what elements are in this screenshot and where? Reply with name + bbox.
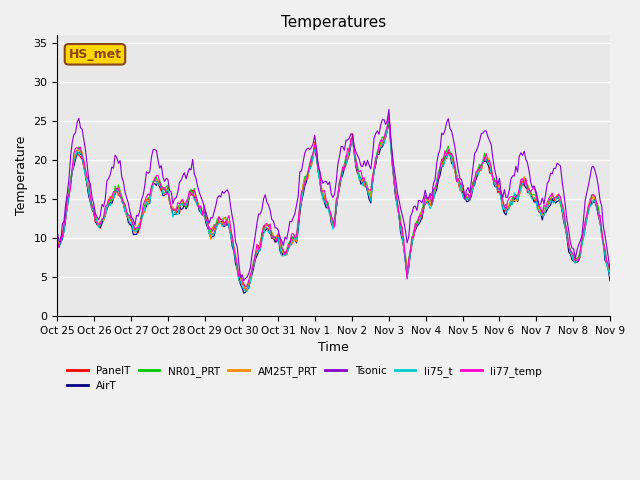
AirT <box>54 244 61 250</box>
li75_t <box>60 228 68 234</box>
Tsonic <box>365 162 373 168</box>
AM25T_PRT <box>175 205 183 211</box>
PanelT <box>385 115 393 121</box>
AirT <box>60 228 68 234</box>
PanelT <box>509 196 516 202</box>
li77_temp <box>241 284 249 289</box>
li75_t <box>54 241 61 247</box>
Tsonic <box>509 173 516 179</box>
PanelT <box>241 288 249 294</box>
AM25T_PRT <box>60 220 68 226</box>
AirT <box>365 197 373 203</box>
AM25T_PRT <box>54 238 61 244</box>
Line: AM25T_PRT: AM25T_PRT <box>58 114 610 291</box>
Y-axis label: Temperature: Temperature <box>15 136 28 216</box>
Line: Tsonic: Tsonic <box>58 109 610 280</box>
Tsonic <box>175 180 183 185</box>
NR01_PRT <box>218 216 226 222</box>
Title: Temperatures: Temperatures <box>281 15 387 30</box>
PanelT <box>175 211 183 217</box>
AirT <box>175 205 183 211</box>
li75_t <box>365 193 373 199</box>
li75_t <box>218 223 226 229</box>
AM25T_PRT <box>606 269 614 275</box>
Line: li75_t: li75_t <box>58 117 610 291</box>
AirT <box>218 218 226 224</box>
AM25T_PRT <box>385 111 393 117</box>
NR01_PRT <box>241 284 249 290</box>
NR01_PRT <box>385 115 393 121</box>
Line: li77_temp: li77_temp <box>58 116 610 287</box>
li75_t <box>509 202 516 208</box>
li75_t <box>515 192 523 197</box>
PanelT <box>365 195 373 201</box>
NR01_PRT <box>60 225 68 231</box>
Line: PanelT: PanelT <box>58 118 610 291</box>
Tsonic <box>515 154 523 159</box>
AirT <box>509 198 516 204</box>
li75_t <box>606 274 614 279</box>
li75_t <box>385 114 393 120</box>
Tsonic <box>54 230 61 236</box>
NR01_PRT <box>365 192 373 198</box>
Line: NR01_PRT: NR01_PRT <box>58 118 610 287</box>
li77_temp <box>515 186 523 192</box>
li75_t <box>175 204 183 210</box>
AM25T_PRT <box>509 198 516 204</box>
AirT <box>606 278 614 284</box>
Tsonic <box>606 265 614 271</box>
NR01_PRT <box>54 240 61 245</box>
PanelT <box>218 223 226 229</box>
li77_temp <box>365 187 373 192</box>
li77_temp <box>175 201 183 206</box>
PanelT <box>54 240 61 246</box>
Text: HS_met: HS_met <box>68 48 122 61</box>
li77_temp <box>218 217 226 223</box>
AM25T_PRT <box>218 220 226 226</box>
X-axis label: Time: Time <box>318 341 349 354</box>
li77_temp <box>54 239 61 245</box>
li77_temp <box>60 222 68 228</box>
NR01_PRT <box>606 269 614 275</box>
Legend: PanelT, AirT, NR01_PRT, AM25T_PRT, Tsonic, li75_t, li77_temp: PanelT, AirT, NR01_PRT, AM25T_PRT, Tsoni… <box>63 361 546 395</box>
PanelT <box>515 190 523 196</box>
AirT <box>240 290 248 296</box>
li77_temp <box>509 193 516 199</box>
AirT <box>385 119 393 124</box>
Tsonic <box>385 107 393 112</box>
NR01_PRT <box>175 202 183 208</box>
NR01_PRT <box>509 195 516 201</box>
Tsonic <box>240 277 248 283</box>
PanelT <box>606 273 614 278</box>
Tsonic <box>60 218 68 224</box>
PanelT <box>60 226 68 232</box>
AirT <box>515 192 523 198</box>
AM25T_PRT <box>515 192 523 198</box>
li77_temp <box>385 113 393 119</box>
AM25T_PRT <box>365 190 373 195</box>
Line: AirT: AirT <box>58 121 610 293</box>
li75_t <box>243 288 251 294</box>
Tsonic <box>218 189 226 194</box>
NR01_PRT <box>515 191 523 196</box>
li77_temp <box>606 267 614 273</box>
AM25T_PRT <box>243 288 251 294</box>
